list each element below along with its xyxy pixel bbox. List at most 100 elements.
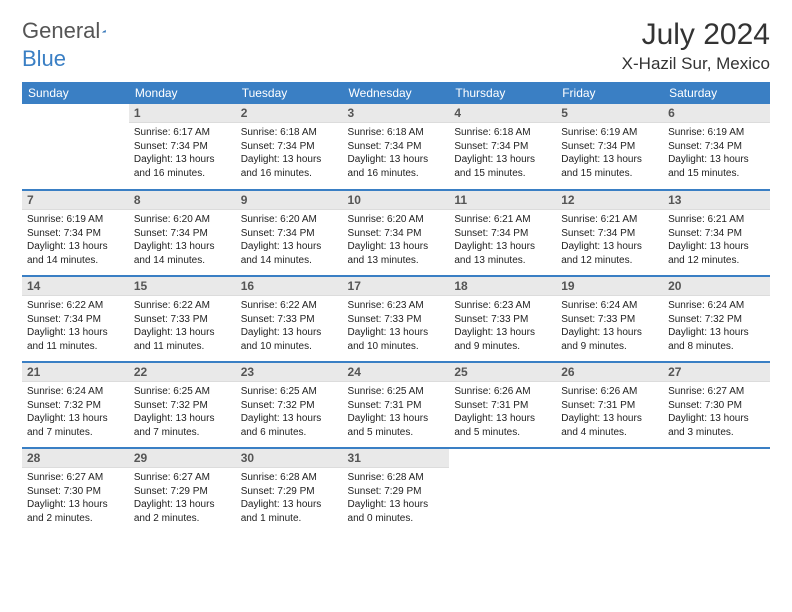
daylight-text: and 9 minutes. [454,340,551,354]
daylight-text: and 13 minutes. [454,254,551,268]
day-details: Sunrise: 6:19 AMSunset: 7:34 PMDaylight:… [556,123,663,185]
weekday-header-row: Sunday Monday Tuesday Wednesday Thursday… [22,82,770,104]
daylight-text: Daylight: 13 hours [241,498,338,512]
weekday-header: Thursday [449,82,556,104]
week-row: 14Sunrise: 6:22 AMSunset: 7:34 PMDayligh… [22,276,770,362]
sunset-text: Sunset: 7:34 PM [241,227,338,241]
day-number: 14 [22,277,129,296]
daylight-text: Daylight: 13 hours [561,240,658,254]
sunrise-text: Sunrise: 6:18 AM [348,126,445,140]
day-cell: 28Sunrise: 6:27 AMSunset: 7:30 PMDayligh… [22,448,129,534]
sunrise-text: Sunrise: 6:23 AM [454,299,551,313]
day-details: Sunrise: 6:20 AMSunset: 7:34 PMDaylight:… [129,210,236,272]
day-details: Sunrise: 6:17 AMSunset: 7:34 PMDaylight:… [129,123,236,185]
sunset-text: Sunset: 7:29 PM [241,485,338,499]
sunrise-text: Sunrise: 6:25 AM [241,385,338,399]
sunrise-text: Sunrise: 6:27 AM [27,471,124,485]
day-number: 18 [449,277,556,296]
daylight-text: Daylight: 13 hours [27,240,124,254]
day-cell: 24Sunrise: 6:25 AMSunset: 7:31 PMDayligh… [343,362,450,448]
sunrise-text: Sunrise: 6:23 AM [348,299,445,313]
sunrise-text: Sunrise: 6:19 AM [27,213,124,227]
sunset-text: Sunset: 7:33 PM [348,313,445,327]
sunset-text: Sunset: 7:34 PM [348,227,445,241]
brand-logo: General [22,18,126,44]
daylight-text: and 0 minutes. [348,512,445,526]
sunrise-text: Sunrise: 6:26 AM [454,385,551,399]
sunset-text: Sunset: 7:34 PM [241,140,338,154]
sunset-text: Sunset: 7:34 PM [27,227,124,241]
sunrise-text: Sunrise: 6:24 AM [561,299,658,313]
day-details: Sunrise: 6:21 AMSunset: 7:34 PMDaylight:… [556,210,663,272]
daylight-text: and 6 minutes. [241,426,338,440]
daylight-text: and 12 minutes. [561,254,658,268]
day-cell: 27Sunrise: 6:27 AMSunset: 7:30 PMDayligh… [663,362,770,448]
sunrise-text: Sunrise: 6:22 AM [134,299,231,313]
daylight-text: Daylight: 13 hours [668,326,765,340]
daylight-text: and 4 minutes. [561,426,658,440]
calendar-table: Sunday Monday Tuesday Wednesday Thursday… [22,82,770,534]
daylight-text: Daylight: 13 hours [27,498,124,512]
daylight-text: and 1 minute. [241,512,338,526]
sunrise-text: Sunrise: 6:27 AM [668,385,765,399]
day-details: Sunrise: 6:25 AMSunset: 7:32 PMDaylight:… [129,382,236,444]
sunset-text: Sunset: 7:34 PM [134,140,231,154]
sunset-text: Sunset: 7:32 PM [27,399,124,413]
day-details: Sunrise: 6:18 AMSunset: 7:34 PMDaylight:… [343,123,450,185]
daylight-text: Daylight: 13 hours [348,412,445,426]
daylight-text: Daylight: 13 hours [348,326,445,340]
day-details: Sunrise: 6:28 AMSunset: 7:29 PMDaylight:… [236,468,343,530]
day-details: Sunrise: 6:21 AMSunset: 7:34 PMDaylight:… [663,210,770,272]
day-cell: 23Sunrise: 6:25 AMSunset: 7:32 PMDayligh… [236,362,343,448]
weekday-header: Friday [556,82,663,104]
week-row: 7Sunrise: 6:19 AMSunset: 7:34 PMDaylight… [22,190,770,276]
day-cell: 25Sunrise: 6:26 AMSunset: 7:31 PMDayligh… [449,362,556,448]
day-cell: 6Sunrise: 6:19 AMSunset: 7:34 PMDaylight… [663,104,770,190]
sunrise-text: Sunrise: 6:22 AM [27,299,124,313]
day-details: Sunrise: 6:24 AMSunset: 7:33 PMDaylight:… [556,296,663,358]
daylight-text: and 8 minutes. [668,340,765,354]
day-details: Sunrise: 6:26 AMSunset: 7:31 PMDaylight:… [449,382,556,444]
weekday-header: Wednesday [343,82,450,104]
daylight-text: Daylight: 13 hours [134,498,231,512]
sunrise-text: Sunrise: 6:25 AM [348,385,445,399]
day-cell: .. [556,448,663,534]
daylight-text: Daylight: 13 hours [134,412,231,426]
sunrise-text: Sunrise: 6:21 AM [454,213,551,227]
daylight-text: Daylight: 13 hours [668,412,765,426]
day-details: Sunrise: 6:24 AMSunset: 7:32 PMDaylight:… [663,296,770,358]
day-number: 24 [343,363,450,382]
sunset-text: Sunset: 7:33 PM [241,313,338,327]
day-number: 13 [663,191,770,210]
daylight-text: and 14 minutes. [241,254,338,268]
day-details: Sunrise: 6:25 AMSunset: 7:32 PMDaylight:… [236,382,343,444]
sunset-text: Sunset: 7:33 PM [134,313,231,327]
weekday-header: Monday [129,82,236,104]
day-cell: 18Sunrise: 6:23 AMSunset: 7:33 PMDayligh… [449,276,556,362]
day-number: 11 [449,191,556,210]
daylight-text: and 13 minutes. [348,254,445,268]
daylight-text: Daylight: 13 hours [668,153,765,167]
week-row: 28Sunrise: 6:27 AMSunset: 7:30 PMDayligh… [22,448,770,534]
day-details: Sunrise: 6:20 AMSunset: 7:34 PMDaylight:… [236,210,343,272]
day-details: Sunrise: 6:18 AMSunset: 7:34 PMDaylight:… [236,123,343,185]
sunset-text: Sunset: 7:29 PM [348,485,445,499]
daylight-text: and 15 minutes. [454,167,551,181]
day-cell: 4Sunrise: 6:18 AMSunset: 7:34 PMDaylight… [449,104,556,190]
sunrise-text: Sunrise: 6:19 AM [561,126,658,140]
daylight-text: Daylight: 13 hours [134,240,231,254]
weekday-header: Saturday [663,82,770,104]
daylight-text: Daylight: 13 hours [454,412,551,426]
day-number: 12 [556,191,663,210]
day-cell: 31Sunrise: 6:28 AMSunset: 7:29 PMDayligh… [343,448,450,534]
day-details: Sunrise: 6:27 AMSunset: 7:30 PMDaylight:… [22,468,129,530]
sunset-text: Sunset: 7:34 PM [454,227,551,241]
day-number: 22 [129,363,236,382]
sunset-text: Sunset: 7:30 PM [668,399,765,413]
daylight-text: Daylight: 13 hours [454,153,551,167]
sunrise-text: Sunrise: 6:28 AM [348,471,445,485]
sunrise-text: Sunrise: 6:18 AM [454,126,551,140]
day-details: Sunrise: 6:22 AMSunset: 7:33 PMDaylight:… [129,296,236,358]
day-number: 8 [129,191,236,210]
day-details: Sunrise: 6:26 AMSunset: 7:31 PMDaylight:… [556,382,663,444]
